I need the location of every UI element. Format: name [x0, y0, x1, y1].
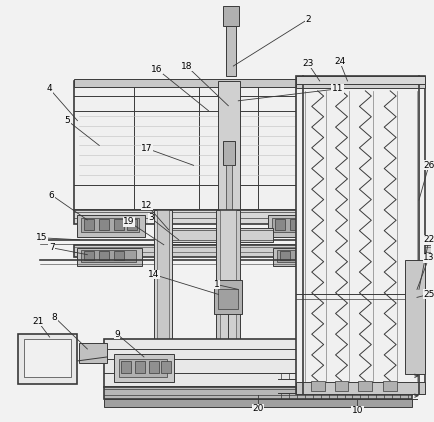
Bar [114, 354, 174, 382]
Bar [224, 141, 235, 165]
Bar [79, 343, 107, 363]
Bar [339, 210, 358, 369]
Bar [405, 260, 425, 374]
Bar [311, 381, 325, 391]
Bar [75, 245, 434, 257]
Bar [296, 76, 425, 394]
Bar [75, 79, 382, 87]
Bar [227, 26, 236, 76]
Text: 13: 13 [423, 253, 434, 262]
Bar [104, 339, 412, 387]
Bar [383, 381, 397, 391]
Text: 7: 7 [49, 243, 55, 252]
Bar [305, 219, 315, 230]
Text: 25: 25 [423, 290, 434, 299]
Bar [342, 210, 355, 369]
Bar [82, 218, 139, 232]
Text: 10: 10 [352, 406, 363, 415]
Bar [77, 215, 145, 237]
Text: 16: 16 [151, 65, 163, 73]
Text: 21: 21 [32, 316, 43, 326]
Bar [104, 387, 412, 399]
Text: 15: 15 [36, 233, 47, 242]
Text: 14: 14 [148, 270, 160, 279]
Bar [77, 248, 142, 265]
Bar [272, 218, 329, 232]
Bar [296, 76, 425, 84]
Bar [18, 334, 77, 384]
Bar [119, 359, 167, 377]
Bar [114, 251, 124, 260]
Bar [296, 382, 425, 394]
Bar [84, 251, 94, 260]
Text: 20: 20 [253, 404, 264, 413]
Bar [84, 219, 94, 230]
Bar [127, 219, 137, 230]
Text: 23: 23 [302, 59, 313, 68]
Bar [280, 251, 290, 260]
Bar [121, 361, 131, 373]
Bar [217, 210, 240, 384]
Bar [389, 361, 399, 373]
Bar [157, 210, 169, 369]
Bar [358, 381, 372, 391]
Bar [224, 6, 239, 26]
Text: 3: 3 [148, 214, 154, 222]
Bar [310, 251, 320, 260]
Bar [75, 210, 412, 224]
Text: 8: 8 [52, 313, 57, 322]
Bar [318, 219, 328, 230]
Text: 5: 5 [65, 116, 70, 125]
Bar [99, 219, 109, 230]
Text: 6: 6 [49, 191, 55, 200]
Bar [377, 361, 387, 373]
Text: 24: 24 [334, 57, 345, 65]
Text: 12: 12 [141, 200, 153, 210]
Bar [273, 248, 338, 265]
Bar [135, 361, 145, 373]
Text: 22: 22 [423, 235, 434, 244]
Text: 2: 2 [305, 15, 311, 24]
Bar [218, 289, 238, 309]
Text: 26: 26 [423, 161, 434, 170]
Bar [349, 361, 359, 373]
Text: 1: 1 [214, 280, 219, 289]
Bar [295, 251, 305, 260]
Bar [363, 361, 373, 373]
Bar [227, 165, 232, 210]
Text: 17: 17 [141, 144, 153, 153]
Bar [342, 354, 402, 382]
Bar [154, 228, 273, 242]
Bar [218, 81, 240, 210]
Text: 4: 4 [47, 84, 53, 93]
Bar [296, 76, 425, 88]
Bar [214, 279, 242, 314]
Bar [104, 399, 412, 406]
Text: 9: 9 [114, 330, 120, 338]
Bar [154, 210, 172, 369]
Bar [290, 219, 300, 230]
Bar [335, 381, 349, 391]
Bar [75, 81, 382, 210]
Bar [114, 219, 124, 230]
Bar [82, 250, 136, 262]
Text: 18: 18 [181, 62, 192, 70]
Bar [277, 250, 332, 262]
Bar [275, 219, 285, 230]
Bar [220, 210, 236, 384]
Bar [99, 251, 109, 260]
Bar [149, 361, 159, 373]
Bar [161, 361, 171, 373]
Bar [24, 339, 72, 377]
Bar [348, 359, 395, 377]
Text: 11: 11 [332, 84, 343, 93]
Text: 19: 19 [123, 217, 135, 227]
Bar [268, 215, 335, 237]
